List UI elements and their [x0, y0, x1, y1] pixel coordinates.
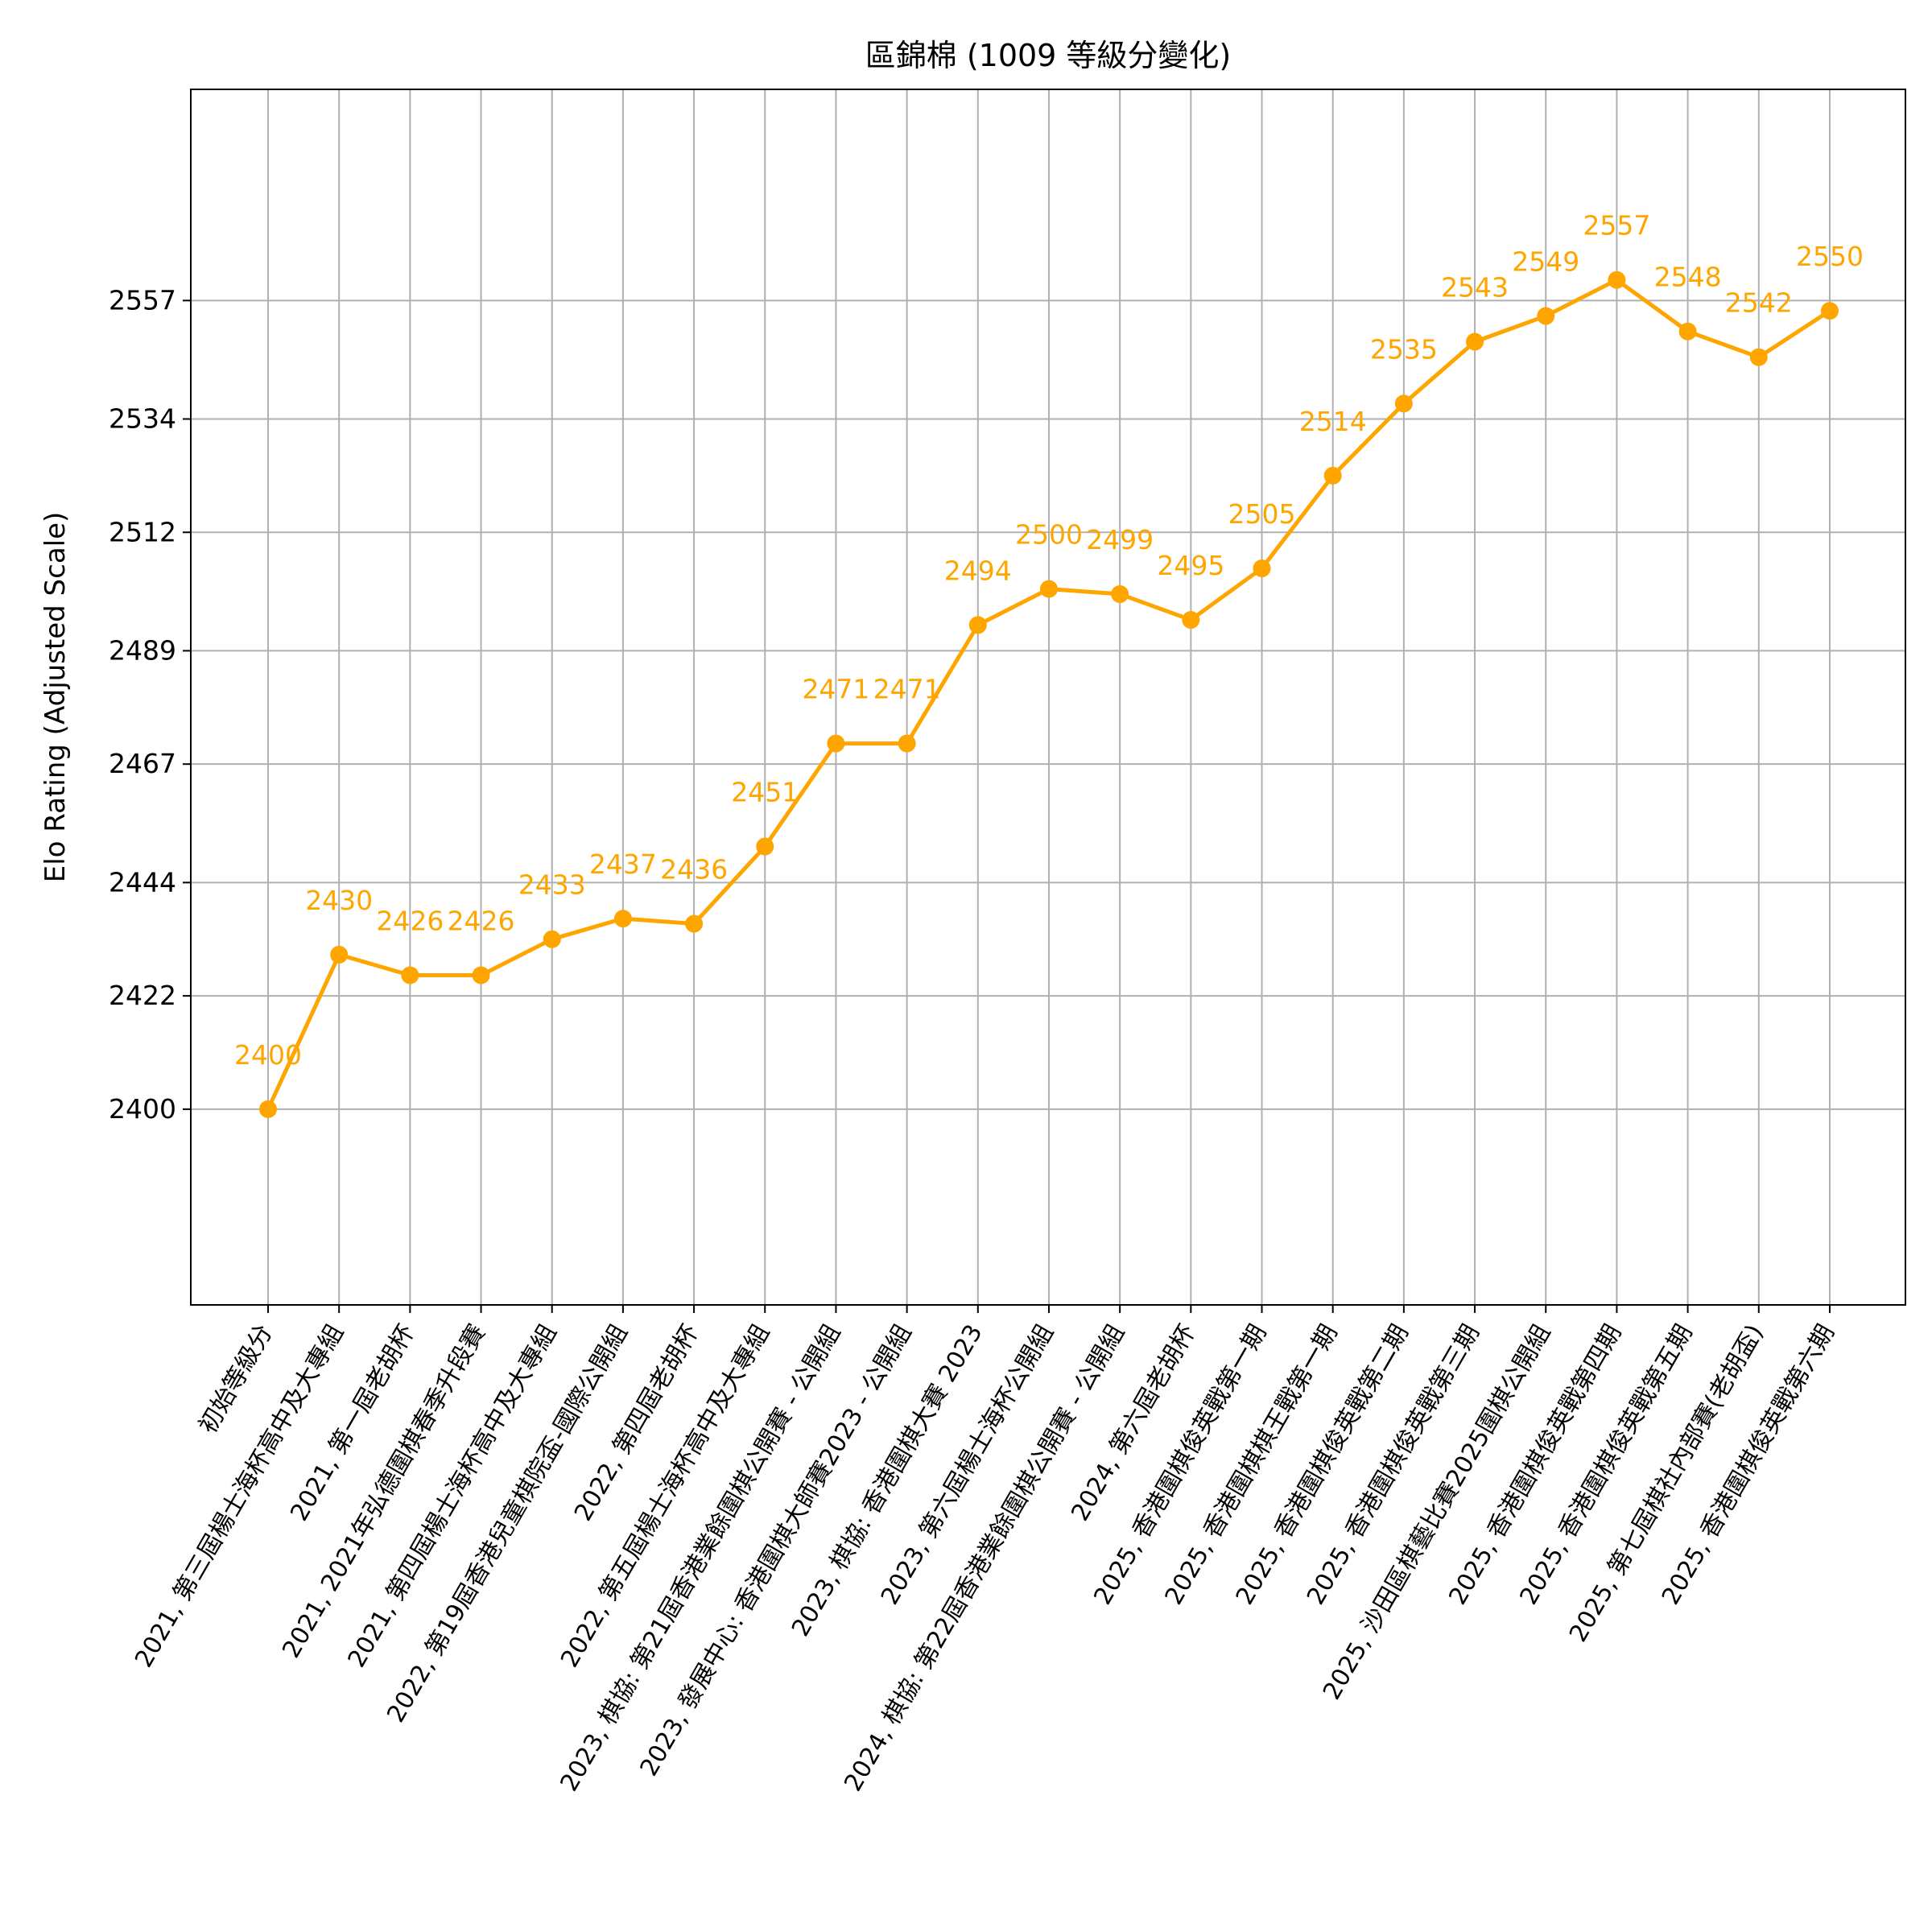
y-tick-label: 2467	[109, 748, 176, 779]
data-label: 2436	[660, 854, 728, 886]
data-label: 2557	[1583, 210, 1650, 242]
data-label: 2505	[1228, 498, 1296, 530]
data-point	[756, 837, 774, 856]
y-tick-label: 2489	[109, 634, 176, 666]
data-point	[685, 914, 704, 933]
data-label: 2542	[1725, 287, 1793, 319]
data-point	[1039, 580, 1058, 598]
data-label: 2543	[1441, 272, 1509, 303]
x-tick-label: 2023, 發展中心: 香港圍棋大師賽2023 - 公開組	[635, 1320, 918, 1781]
data-label: 2451	[731, 777, 799, 808]
data-label: 2548	[1654, 262, 1722, 293]
data-label: 2549	[1512, 246, 1579, 278]
data-point	[1394, 394, 1413, 413]
data-label: 2495	[1157, 550, 1224, 581]
data-label: 2471	[873, 674, 941, 705]
y-tick-label: 2400	[109, 1093, 176, 1125]
data-label: 2400	[234, 1039, 302, 1071]
data-point	[827, 734, 845, 753]
x-tick-label: 2021, 第一屆老胡杯	[285, 1320, 420, 1526]
data-point	[1182, 611, 1200, 630]
data-point	[472, 966, 490, 985]
data-point	[1466, 332, 1484, 351]
y-tick-label: 2512	[109, 516, 176, 547]
y-tick-label: 2422	[109, 980, 176, 1011]
data-label: 2471	[802, 674, 869, 705]
y-tick-label: 2557	[109, 284, 176, 316]
data-label: 2433	[518, 869, 586, 901]
data-point	[543, 930, 561, 948]
data-point	[613, 910, 632, 928]
plot-area-frame	[190, 89, 1906, 1306]
y-axis-label: Elo Rating (Adjusted Scale)	[39, 512, 72, 883]
data-point	[1537, 307, 1555, 325]
y-axis-ticks: 2400 2422 2444 2467 2489 2512 2534 2557	[109, 284, 191, 1125]
data-point	[330, 945, 349, 964]
data-label: 2535	[1370, 333, 1438, 365]
data-label: 2514	[1299, 406, 1367, 437]
data-point	[1323, 466, 1342, 485]
data-label: 2550	[1796, 241, 1864, 272]
x-tick-label: 2024, 第六屆老胡杯	[1066, 1320, 1201, 1526]
data-label: 2426	[448, 906, 515, 937]
data-label: 2494	[944, 555, 1012, 586]
data-point	[898, 734, 916, 753]
data-point	[1820, 302, 1839, 320]
data-point	[1749, 348, 1768, 366]
data-label: 2499	[1086, 524, 1154, 555]
data-point	[401, 966, 419, 985]
x-tick-label: 2022, 第四屆老胡杯	[569, 1320, 704, 1526]
data-label: 2430	[305, 885, 373, 916]
grid-lines	[191, 89, 1905, 1305]
data-point	[1678, 322, 1697, 341]
chart-title: 區錦棉 (1009 等級分變化)	[865, 38, 1232, 73]
data-points	[259, 270, 1839, 1118]
data-point	[1253, 559, 1271, 578]
data-point	[1608, 270, 1626, 289]
data-label: 2426	[376, 906, 444, 937]
data-label: 2500	[1015, 519, 1083, 551]
y-tick-label: 2444	[109, 866, 176, 898]
data-label: 2437	[589, 848, 657, 880]
y-tick-label: 2534	[109, 402, 176, 434]
x-tick-label: 初始等級分	[194, 1320, 279, 1439]
data-point	[1111, 585, 1129, 604]
data-point	[968, 616, 987, 634]
data-point	[259, 1100, 277, 1118]
